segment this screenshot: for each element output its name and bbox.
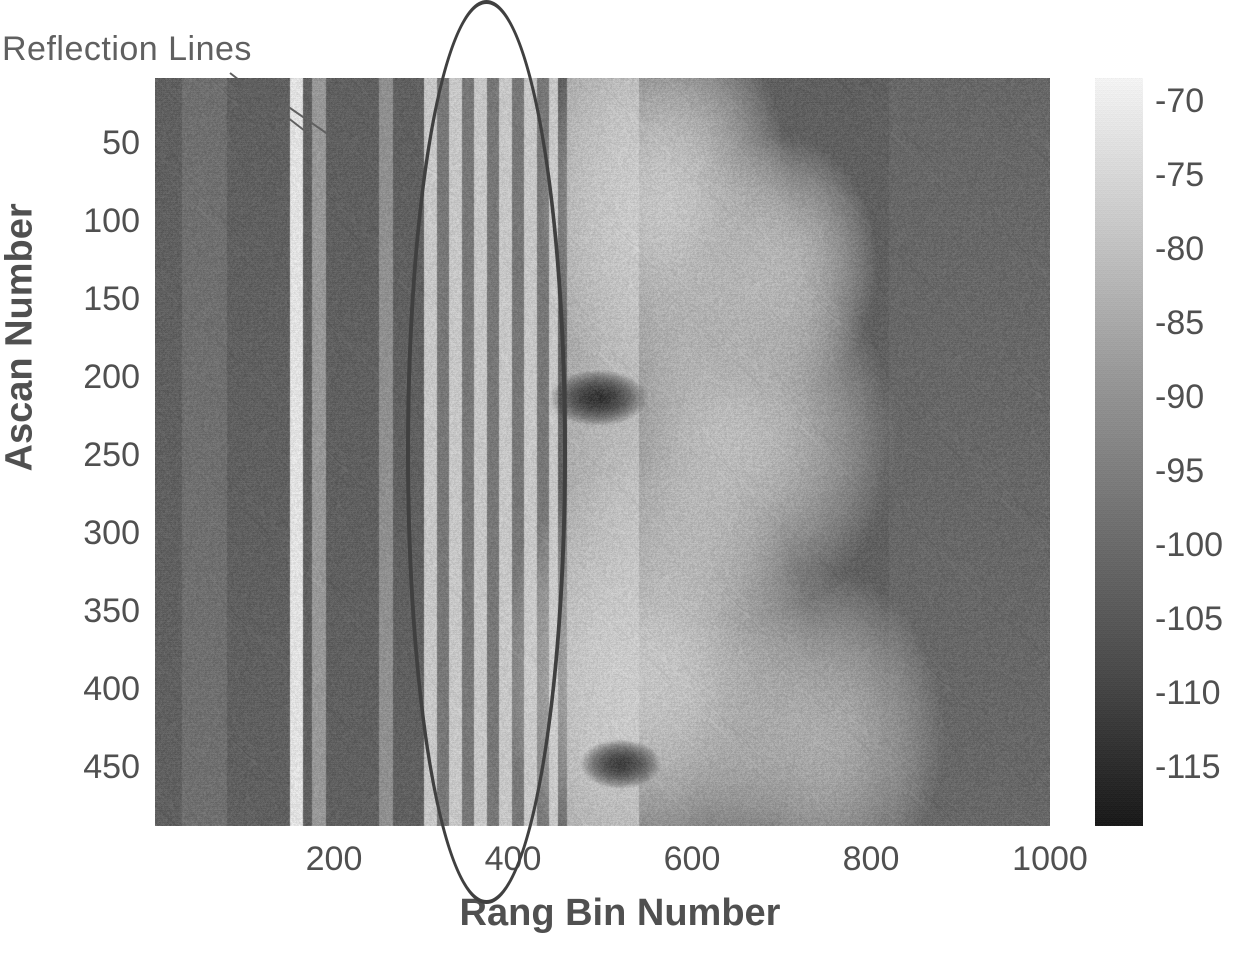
- colorbar-tick: -75: [1155, 156, 1204, 195]
- y-tick: 300: [60, 514, 140, 553]
- x-tick: 400: [485, 840, 542, 879]
- x-tick: 200: [306, 840, 363, 879]
- colorbar-tick: -110: [1155, 674, 1221, 713]
- y-tick: 200: [60, 358, 140, 397]
- y-tick: 450: [60, 748, 140, 787]
- colorbar: [1095, 78, 1143, 826]
- heatmap-canvas: [155, 78, 1050, 826]
- colorbar-tick: -70: [1155, 82, 1204, 121]
- colorbar-tick: -90: [1155, 378, 1204, 417]
- x-tick: 1000: [1012, 840, 1088, 879]
- x-tick: 600: [664, 840, 721, 879]
- colorbar-tick: -80: [1155, 230, 1204, 269]
- colorbar-tick: -105: [1155, 600, 1223, 639]
- bscan-heatmap-chart: Reflection Lines Ascan Number Rang Bin N…: [0, 10, 1240, 950]
- reflection-lines-annotation: Reflection Lines: [2, 30, 252, 69]
- y-axis-label: Ascan Number: [0, 203, 42, 471]
- colorbar-tick: -115: [1155, 748, 1221, 787]
- x-tick: 800: [843, 840, 900, 879]
- y-tick: 50: [60, 124, 140, 163]
- colorbar-tick: -95: [1155, 452, 1204, 491]
- y-tick: 150: [60, 280, 140, 319]
- y-tick: 350: [60, 592, 140, 631]
- colorbar-tick: -100: [1155, 526, 1223, 565]
- y-tick: 400: [60, 670, 140, 709]
- y-tick: 250: [60, 436, 140, 475]
- y-tick: 100: [60, 202, 140, 241]
- heatmap-plot-area: [155, 78, 1050, 826]
- x-axis-label: Rang Bin Number: [460, 892, 781, 935]
- colorbar-tick: -85: [1155, 304, 1204, 343]
